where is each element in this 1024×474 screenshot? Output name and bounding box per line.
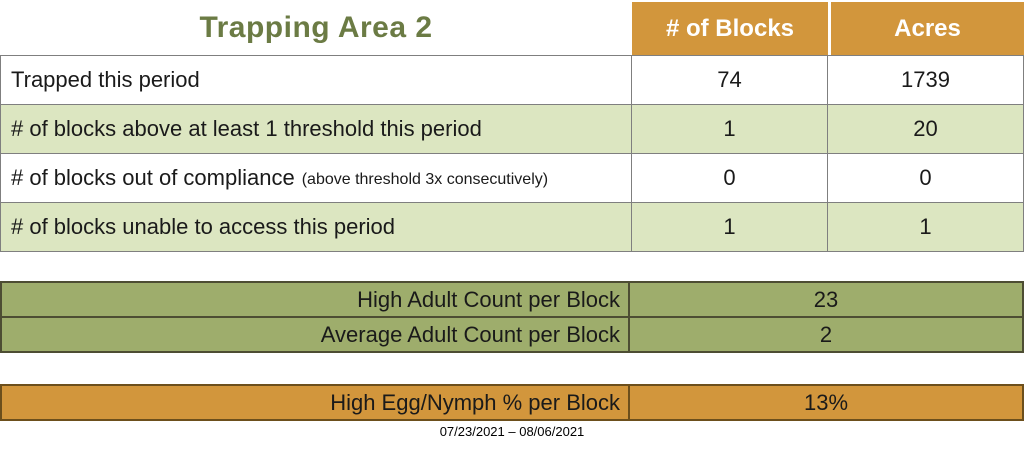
table-row-high-egg-nymph: High Egg/Nymph % per Block 13% xyxy=(2,386,1022,419)
table-row-trapped: Trapped this period 74 1739 xyxy=(1,56,1023,105)
summary-table-body: Trapped this period 74 1739 # of blocks … xyxy=(0,55,1024,252)
row-label-note: (above threshold 3x consecutively) xyxy=(301,171,549,188)
column-header-blocks: # of Blocks xyxy=(632,2,828,55)
page-title: Trapping Area 2 xyxy=(199,10,433,44)
blocks-value: 1 xyxy=(631,203,827,251)
date-range: 07/23/2021 – 08/06/2021 xyxy=(439,424,585,439)
column-header-acres: Acres xyxy=(828,2,1024,55)
row-value: 13% xyxy=(803,389,849,415)
table-row-unable-to-access: # of blocks unable to access this period… xyxy=(1,203,1023,251)
acres-value: 20 xyxy=(827,105,1023,153)
table-row-average-adult-count: Average Adult Count per Block 2 xyxy=(2,316,1022,351)
summary-table: Trapping Area 2 # of Blocks Acres Trappe… xyxy=(0,0,1024,252)
row-label: Trapped this period xyxy=(1,56,631,104)
table-row-high-adult-count: High Adult Count per Block 23 xyxy=(2,283,1022,316)
blocks-value: 1 xyxy=(631,105,827,153)
adult-count-table: High Adult Count per Block 23 Average Ad… xyxy=(0,281,1024,353)
row-label-text: # of blocks unable to access this period xyxy=(11,214,396,239)
row-label: Average Adult Count per Block xyxy=(2,318,630,351)
acres-value: 1739 xyxy=(827,56,1023,104)
row-label-text: # of blocks out of compliance xyxy=(11,165,295,190)
row-label: # of blocks out of compliance (above thr… xyxy=(1,154,631,202)
row-label-text: Trapped this period xyxy=(11,67,200,92)
row-label: # of blocks above at least 1 threshold t… xyxy=(1,105,631,153)
egg-nymph-table: High Egg/Nymph % per Block 13% xyxy=(0,384,1024,421)
summary-table-header: Trapping Area 2 # of Blocks Acres xyxy=(0,0,1024,55)
row-value: 23 xyxy=(813,286,839,312)
table-row-above-threshold: # of blocks above at least 1 threshold t… xyxy=(1,105,1023,154)
acres-value: 1 xyxy=(827,203,1023,251)
acres-value: 0 xyxy=(827,154,1023,202)
row-value: 2 xyxy=(819,321,833,347)
blocks-value: 0 xyxy=(631,154,827,202)
row-label: High Adult Count per Block xyxy=(2,283,630,316)
row-label-text: # of blocks above at least 1 threshold t… xyxy=(11,116,482,141)
row-label: High Egg/Nymph % per Block xyxy=(2,386,630,419)
row-label: # of blocks unable to access this period xyxy=(1,203,631,251)
table-row-out-of-compliance: # of blocks out of compliance (above thr… xyxy=(1,154,1023,203)
blocks-value: 74 xyxy=(631,56,827,104)
